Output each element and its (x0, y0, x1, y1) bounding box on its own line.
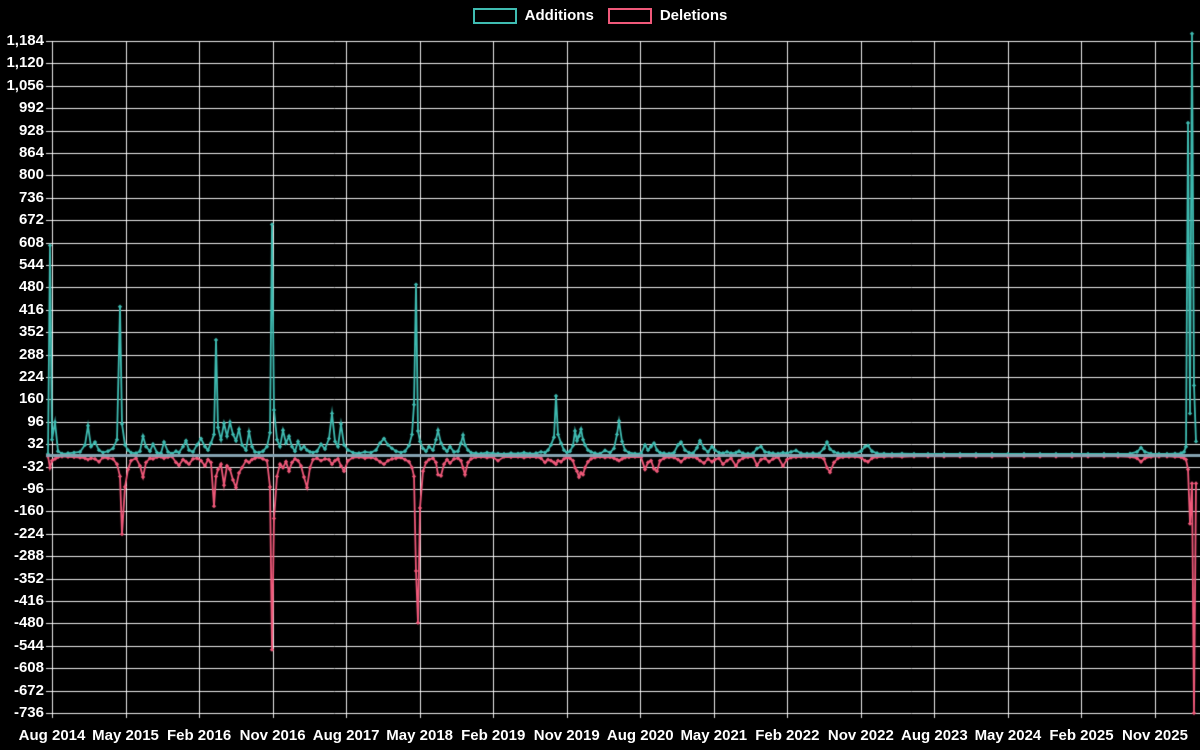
y-axis-label: -224 (13, 524, 44, 542)
x-axis-label: Feb 2016 (166, 727, 232, 744)
additions-swatch-icon (472, 8, 517, 24)
x-axis-label: May 2024 (974, 727, 1042, 744)
y-axis-label: 160 (18, 390, 44, 408)
x-axis-label: Aug 2023 (901, 727, 968, 744)
y-axis-label: 352 (18, 323, 44, 341)
y-axis-label: 1,056 (6, 76, 44, 94)
y-axis-label: 992 (18, 99, 44, 117)
y-axis-label: -160 (13, 502, 44, 520)
x-axis-label: May 2021 (680, 727, 748, 744)
y-axis-label: 288 (18, 345, 44, 363)
x-axis-label: Nov 2025 (1122, 727, 1188, 744)
y-axis-label: 224 (18, 368, 44, 385)
y-axis-label: 32 (27, 435, 44, 453)
x-axis-label: May 2015 (92, 727, 159, 744)
y-axis-label: -608 (13, 659, 44, 677)
x-axis-label: Feb 2019 (461, 727, 526, 744)
legend-item-deletions[interactable]: Deletions (607, 7, 728, 25)
x-axis-label: Feb 2025 (1049, 727, 1114, 744)
y-axis-label: 1,120 (6, 54, 44, 72)
y-axis-label: -32 (22, 457, 44, 475)
y-axis-label: 1,184 (6, 32, 44, 49)
y-axis-label: 864 (18, 144, 44, 161)
legend-label-additions: Additions (524, 7, 594, 24)
y-axis-label: 96 (27, 412, 44, 430)
y-axis-label: -416 (13, 592, 44, 609)
y-axis-label: 544 (18, 256, 44, 273)
x-axis-label: Nov 2022 (827, 727, 894, 744)
y-axis-label: 928 (18, 121, 44, 139)
y-axis-label: 416 (18, 300, 44, 318)
y-axis-label: -480 (13, 614, 44, 632)
y-axis-label: -672 (13, 681, 44, 699)
x-axis-label: Aug 2017 (312, 727, 380, 744)
y-axis-label: -544 (13, 636, 44, 654)
x-axis-label: Nov 2016 (239, 727, 306, 744)
y-axis-label: 480 (18, 278, 44, 296)
x-axis-label: Nov 2019 (533, 727, 600, 744)
chart-legend: Additions Deletions (0, 7, 1200, 25)
x-axis-label: Aug 2020 (606, 727, 674, 744)
y-axis-label: 800 (18, 166, 44, 184)
y-axis-label: 736 (18, 188, 44, 206)
x-axis-label: Feb 2022 (755, 727, 820, 744)
y-axis-label: 608 (18, 233, 44, 251)
y-axis-label: -288 (13, 547, 44, 565)
deletions-swatch-icon (607, 8, 652, 24)
y-axis-label: 672 (18, 211, 44, 229)
legend-item-additions[interactable]: Additions (472, 7, 594, 25)
x-axis-label: May 2018 (386, 727, 454, 744)
y-axis-label: -352 (13, 569, 44, 587)
x-axis-label: Aug 2014 (18, 727, 86, 744)
y-axis-label: -96 (22, 480, 44, 497)
legend-label-deletions: Deletions (659, 7, 728, 24)
y-axis-label: -736 (13, 704, 44, 721)
